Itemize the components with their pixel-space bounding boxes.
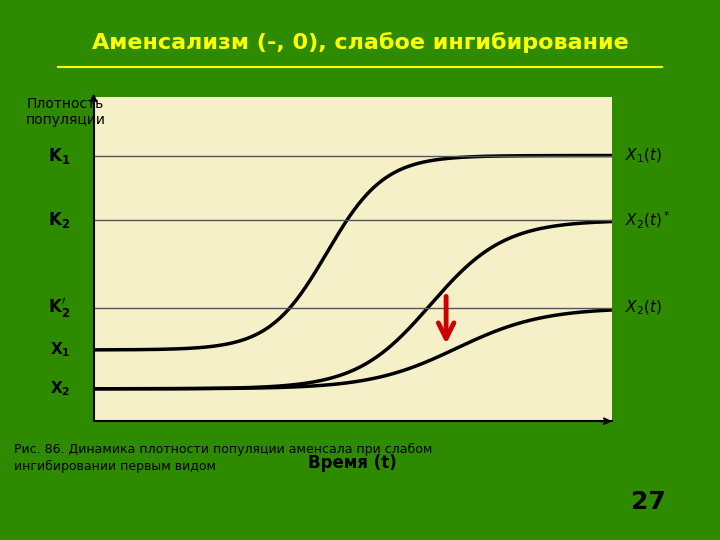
Text: $X_2(t)$: $X_2(t)$ (625, 299, 662, 317)
Text: Плотность
популяции: Плотность популяции (26, 97, 107, 127)
Text: $X_2(t)^*$: $X_2(t)^*$ (625, 210, 670, 231)
Text: Рис. 86. Динамика плотности популяции аменсала при слабом
ингибировании первым в: Рис. 86. Динамика плотности популяции ам… (14, 443, 433, 473)
Text: 27: 27 (631, 490, 665, 515)
Text: $\mathbf{K_1}$: $\mathbf{K_1}$ (48, 145, 71, 166)
Text: $\mathbf{K_2'}$: $\mathbf{K_2'}$ (48, 296, 71, 320)
Text: $\mathbf{K_2}$: $\mathbf{K_2}$ (48, 210, 71, 231)
Text: Аменсализм (-, 0), слабое ингибирование: Аменсализм (-, 0), слабое ингибирование (91, 32, 629, 53)
Text: $X_1(t)$: $X_1(t)$ (625, 146, 662, 165)
Text: $\mathbf{X_2}$: $\mathbf{X_2}$ (50, 380, 71, 398)
Text: $\mathbf{X_1}$: $\mathbf{X_1}$ (50, 341, 71, 359)
Text: Время (t): Время (t) (308, 454, 397, 471)
